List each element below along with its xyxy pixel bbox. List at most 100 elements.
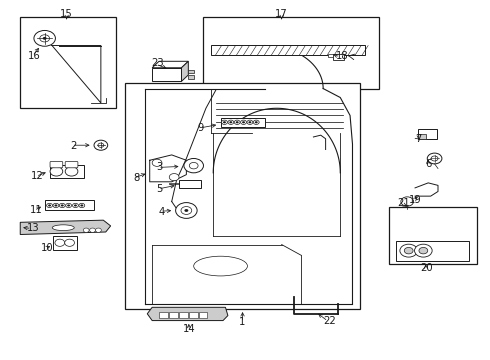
Circle shape	[236, 121, 239, 123]
Bar	[333, 54, 343, 59]
Circle shape	[43, 37, 47, 40]
Circle shape	[400, 244, 417, 257]
Circle shape	[221, 120, 227, 125]
Ellipse shape	[52, 225, 74, 230]
Circle shape	[241, 120, 246, 125]
Circle shape	[175, 203, 197, 219]
Text: 21: 21	[397, 198, 410, 208]
Circle shape	[247, 120, 253, 125]
Text: 18: 18	[336, 51, 348, 61]
Circle shape	[90, 228, 96, 232]
Circle shape	[66, 203, 72, 208]
FancyBboxPatch shape	[65, 161, 78, 168]
Circle shape	[48, 204, 51, 207]
Bar	[125, 83, 360, 309]
Text: 8: 8	[133, 173, 140, 183]
Circle shape	[54, 204, 57, 207]
Circle shape	[59, 203, 65, 208]
Bar	[159, 312, 168, 318]
Text: 22: 22	[323, 316, 336, 325]
Circle shape	[152, 159, 162, 166]
Text: 23: 23	[152, 58, 164, 68]
Circle shape	[184, 158, 203, 173]
Text: 1: 1	[240, 317, 246, 327]
Circle shape	[401, 197, 414, 206]
Polygon shape	[181, 61, 188, 81]
Text: 13: 13	[27, 224, 40, 233]
Bar	[45, 201, 94, 211]
Text: 12: 12	[31, 171, 44, 181]
Circle shape	[181, 207, 192, 215]
Bar	[169, 312, 178, 318]
Circle shape	[189, 162, 198, 169]
Polygon shape	[152, 61, 188, 68]
Circle shape	[234, 120, 240, 125]
Bar	[198, 312, 207, 318]
Bar	[396, 241, 469, 261]
Circle shape	[74, 204, 77, 207]
Circle shape	[94, 140, 108, 150]
Circle shape	[80, 204, 83, 207]
Text: 2: 2	[70, 141, 76, 151]
Circle shape	[228, 120, 234, 125]
Circle shape	[415, 244, 432, 257]
Bar	[20, 17, 116, 108]
Circle shape	[427, 153, 442, 164]
Text: 7: 7	[415, 134, 421, 144]
Bar	[179, 312, 188, 318]
Text: 6: 6	[425, 159, 431, 169]
Bar	[418, 134, 426, 139]
Circle shape	[223, 121, 226, 123]
Text: 19: 19	[409, 195, 421, 205]
Circle shape	[98, 143, 104, 147]
Circle shape	[65, 167, 78, 176]
Circle shape	[419, 247, 428, 254]
Circle shape	[229, 121, 232, 123]
Circle shape	[96, 228, 101, 232]
Circle shape	[184, 209, 188, 212]
Polygon shape	[20, 220, 111, 234]
Circle shape	[47, 203, 52, 208]
Text: 10: 10	[41, 243, 53, 253]
Text: 3: 3	[156, 162, 163, 172]
Circle shape	[73, 203, 78, 208]
Circle shape	[255, 121, 258, 123]
Circle shape	[404, 247, 413, 254]
Text: 17: 17	[275, 9, 288, 19]
Bar	[220, 118, 265, 127]
Text: 15: 15	[60, 9, 73, 19]
Circle shape	[34, 31, 55, 46]
Circle shape	[253, 120, 259, 125]
Bar	[211, 45, 365, 55]
Text: 4: 4	[159, 207, 165, 217]
Polygon shape	[147, 307, 228, 320]
Circle shape	[40, 35, 49, 42]
Bar	[152, 68, 181, 81]
FancyBboxPatch shape	[50, 161, 63, 168]
Text: 20: 20	[420, 263, 433, 273]
Circle shape	[431, 156, 438, 161]
Bar	[203, 17, 379, 89]
Text: 14: 14	[182, 324, 195, 334]
Bar	[389, 207, 477, 264]
Circle shape	[55, 239, 65, 246]
Circle shape	[248, 121, 251, 123]
Bar	[53, 235, 77, 250]
Circle shape	[169, 174, 179, 181]
Bar	[49, 165, 84, 178]
Bar	[189, 312, 197, 318]
Circle shape	[61, 204, 64, 207]
Circle shape	[53, 203, 59, 208]
Text: 9: 9	[198, 123, 204, 133]
Circle shape	[50, 167, 63, 176]
Text: 11: 11	[29, 206, 42, 216]
Bar	[418, 129, 437, 139]
Text: 5: 5	[156, 184, 163, 194]
Bar	[328, 54, 333, 57]
Ellipse shape	[194, 256, 247, 276]
Text: 16: 16	[27, 51, 40, 61]
Bar	[179, 180, 201, 188]
Circle shape	[79, 203, 85, 208]
Circle shape	[67, 204, 70, 207]
Circle shape	[242, 121, 245, 123]
